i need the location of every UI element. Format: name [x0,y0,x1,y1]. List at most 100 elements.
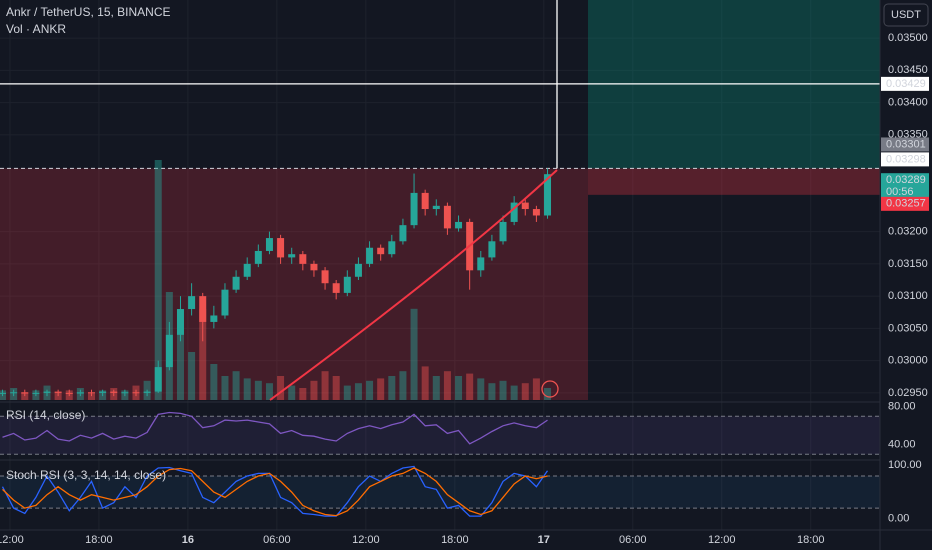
candle-body [410,192,418,226]
candle-body [154,367,162,392]
price-marker [881,137,929,152]
volume-bar [176,316,184,400]
volume-bar [232,371,240,400]
currency-button[interactable] [883,3,929,27]
loss-zone [0,168,588,400]
y-tick-label: 40.00 [888,439,916,451]
candle-body [510,202,518,222]
candle-body [332,283,340,293]
candle-body [299,254,307,264]
volume-bar [410,308,418,400]
stoch-line [2,467,548,517]
currency[interactable]: USDT [891,9,921,21]
volume-bar [443,371,451,400]
x-tick-label: 16 [182,534,194,546]
volume-bar [466,373,474,400]
price-marker [881,196,929,211]
x-tick-label: 17 [538,534,550,546]
volume-bar [277,376,285,400]
x-tick-label: 12:00 [0,534,24,546]
band-fill [0,416,880,455]
price-axis [880,0,932,550]
volume-bar [343,385,351,400]
candle-body [521,202,529,210]
x-tick-label: 06:00 [619,534,647,546]
candle-body [366,247,374,264]
volume-bar [288,385,296,400]
price-marker [881,152,929,167]
volume-bar [499,380,507,400]
candle-body [132,392,140,394]
y-tick-label: 0.00 [888,513,909,525]
rsi-title: RSI (14, close) [6,408,85,422]
candle-body [21,392,29,394]
candle-body [477,257,485,271]
price-marker-label: 0.03301 [886,138,926,150]
volume-bar [488,383,496,400]
volume-bar [87,392,95,400]
candle-body [499,221,507,242]
candle-body [265,238,273,251]
x-tick-label: 12:00 [708,534,736,546]
volume-bar [432,376,440,400]
indicator-panels [0,411,880,517]
volume-bar [199,308,207,400]
candle-body [221,289,229,316]
volume-bar [532,378,540,400]
candle-body [43,391,51,393]
candle-body [254,250,262,264]
candle-body [321,270,329,284]
y-tick-label: 0.03050 [888,322,928,334]
candle-body [277,238,285,258]
candle-body [110,391,118,393]
rsi-line [2,411,548,445]
candle-body [488,241,496,258]
candle-body [10,392,18,394]
candle-body [388,241,396,255]
candle-body [143,391,151,393]
candle-body [121,392,129,394]
candle-body [399,225,407,242]
y-tick-label: 0.03500 [888,32,928,44]
grid [0,0,880,530]
volume-bar [154,160,162,400]
candle-body [176,309,184,335]
candle-body [377,247,385,255]
candle-body [354,263,362,277]
candle-body [0,392,7,394]
candle-body [54,391,62,393]
candle-body [421,192,429,210]
volume-bar [510,385,518,400]
y-tick-label: 0.03150 [888,258,928,270]
price-marker [881,76,929,91]
volume-bar [332,376,340,400]
volume-bar [455,376,463,400]
price-marker-label: 0.03298 [886,153,926,165]
volume-bar [254,380,262,400]
volume-bar [366,380,374,400]
candle-body [32,392,40,394]
candle-body [65,392,73,394]
price-marker-label: 0.03289 [886,174,926,186]
candle-body [87,392,95,394]
y-tick-label: 0.03100 [888,290,928,302]
volume-bar [321,371,329,400]
volume-bar [54,392,62,400]
candle-body [99,391,107,393]
volume-bar [521,383,529,400]
countdown: 00:56 [886,186,914,198]
y-tick-label: 0.03000 [888,355,928,367]
candle-body [165,334,173,368]
volume-bar [210,364,218,400]
y-tick-label: 0.03450 [888,64,928,76]
price-marker [881,173,929,200]
y-tick-label: 0.03400 [888,96,928,108]
candles [0,168,552,397]
y-tick-label: 100.00 [888,459,922,471]
alert-icon[interactable] [541,380,559,398]
chart-title: Ankr / TetherUS, 15, BINANCE [6,5,171,19]
y-tick-label: 80.00 [888,401,916,413]
candle-body [532,209,540,216]
